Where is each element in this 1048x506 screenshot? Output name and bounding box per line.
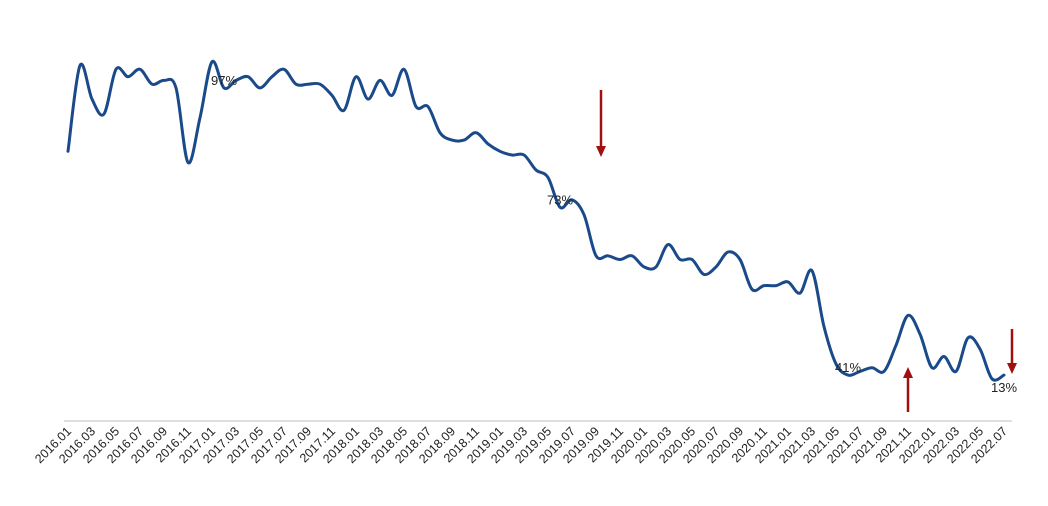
- data-point: [198, 116, 202, 120]
- data-point: [462, 138, 466, 142]
- data-point: [870, 366, 874, 370]
- data-point: [306, 82, 310, 86]
- data-point: [942, 355, 946, 359]
- data-point: [282, 67, 286, 71]
- data-point: [738, 258, 742, 262]
- data-point: [450, 138, 454, 142]
- data-point: [486, 142, 490, 146]
- data-point: [810, 269, 814, 273]
- data-point: [378, 78, 382, 82]
- data-point: [510, 153, 514, 157]
- data-label: 13%: [991, 380, 1017, 395]
- data-point: [390, 93, 394, 97]
- data-point: [66, 149, 70, 153]
- data-point: [102, 112, 106, 116]
- data-point: [330, 93, 334, 97]
- data-point: [414, 105, 418, 109]
- data-label: 97%: [211, 73, 237, 88]
- data-point: [522, 153, 526, 157]
- data-point: [678, 258, 682, 262]
- arrow-up-head: [903, 367, 913, 378]
- data-point: [714, 265, 718, 269]
- data-point: [498, 149, 502, 153]
- data-point: [294, 82, 298, 86]
- data-point: [690, 258, 694, 262]
- data-point: [930, 366, 934, 370]
- data-point: [786, 280, 790, 284]
- data-point: [426, 105, 430, 109]
- data-point: [582, 213, 586, 217]
- data-point: [174, 86, 178, 90]
- arrow-down-head: [596, 146, 606, 157]
- data-point: [798, 291, 802, 295]
- data-point: [270, 75, 274, 79]
- data-label: 41%: [835, 360, 861, 375]
- data-point: [906, 313, 910, 317]
- data-point: [474, 131, 478, 135]
- data-point: [258, 86, 262, 90]
- data-point: [954, 369, 958, 373]
- data-point: [438, 131, 442, 135]
- data-point: [162, 78, 166, 82]
- data-point: [966, 336, 970, 340]
- data-point: [654, 265, 658, 269]
- data-point: [138, 67, 142, 71]
- data-point: [702, 272, 706, 276]
- data-point: [894, 343, 898, 347]
- data-point: [774, 284, 778, 288]
- arrow-down-head: [1007, 363, 1017, 374]
- data-point: [618, 258, 622, 262]
- data-point: [1002, 373, 1006, 377]
- data-point: [78, 64, 82, 68]
- data-point: [606, 254, 610, 258]
- data-point: [666, 243, 670, 247]
- data-point: [642, 265, 646, 269]
- data-point: [750, 287, 754, 291]
- data-point: [762, 284, 766, 288]
- data-point: [210, 60, 214, 64]
- data-point: [630, 254, 634, 258]
- data-point: [126, 75, 130, 79]
- data-point: [366, 97, 370, 101]
- data-point: [114, 67, 118, 71]
- data-point: [534, 168, 538, 172]
- data-label: 73%: [547, 192, 573, 207]
- data-point: [882, 369, 886, 373]
- data-point: [918, 332, 922, 336]
- series-line: [66, 59, 1006, 382]
- data-point: [726, 250, 730, 254]
- data-point: [318, 82, 322, 86]
- data-point: [978, 347, 982, 351]
- data-point: [342, 108, 346, 112]
- data-point: [594, 254, 598, 258]
- data-point: [246, 75, 250, 79]
- data-point: [186, 161, 190, 165]
- data-point: [90, 97, 94, 101]
- data-point: [150, 82, 154, 86]
- data-point: [546, 175, 550, 179]
- data-point: [822, 325, 826, 329]
- data-point: [354, 75, 358, 79]
- data-point: [402, 67, 406, 71]
